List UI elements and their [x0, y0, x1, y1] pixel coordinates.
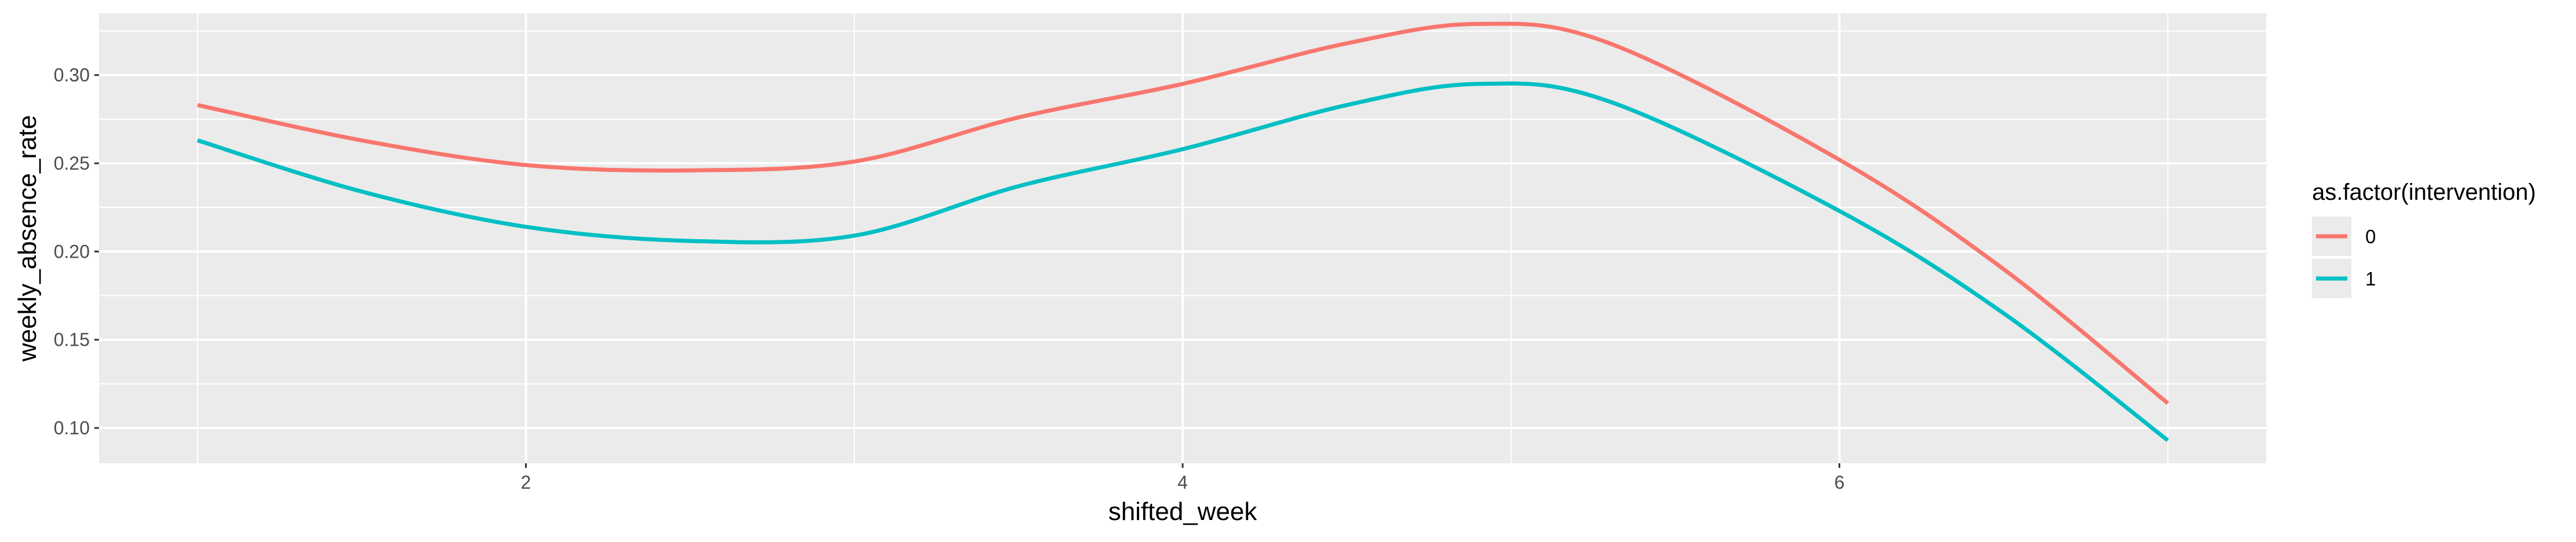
y-tick-label: 0.10	[54, 418, 90, 438]
y-axis-title: weekly_absence_rate	[13, 115, 42, 362]
legend-label-0: 0	[2365, 226, 2376, 247]
legend-items: 01	[2312, 217, 2376, 298]
series-line-1	[197, 81, 2169, 442]
y-tick-label: 0.30	[54, 65, 90, 86]
x-tick-label: 4	[1177, 472, 1188, 493]
y-tick-label: 0.15	[54, 329, 90, 350]
x-tick-label: 6	[1834, 472, 1845, 493]
y-axis: 0.10 0.15 0.20 0.25 0.30	[54, 65, 99, 438]
y-tick-label: 0.20	[54, 241, 90, 262]
y-tick-label: 0.25	[54, 153, 90, 174]
series-lines	[197, 21, 2170, 442]
major-gridlines	[99, 13, 2266, 463]
x-axis-title: shifted_week	[1109, 497, 1258, 526]
x-tick-label: 2	[521, 472, 531, 493]
x-axis: 2 4 6	[521, 463, 1845, 493]
legend-title: as.factor(intervention)	[2312, 180, 2536, 205]
legend-label-1: 1	[2365, 268, 2376, 290]
legend: as.factor(intervention) 01	[2312, 180, 2536, 298]
series-line-0	[197, 21, 2170, 405]
